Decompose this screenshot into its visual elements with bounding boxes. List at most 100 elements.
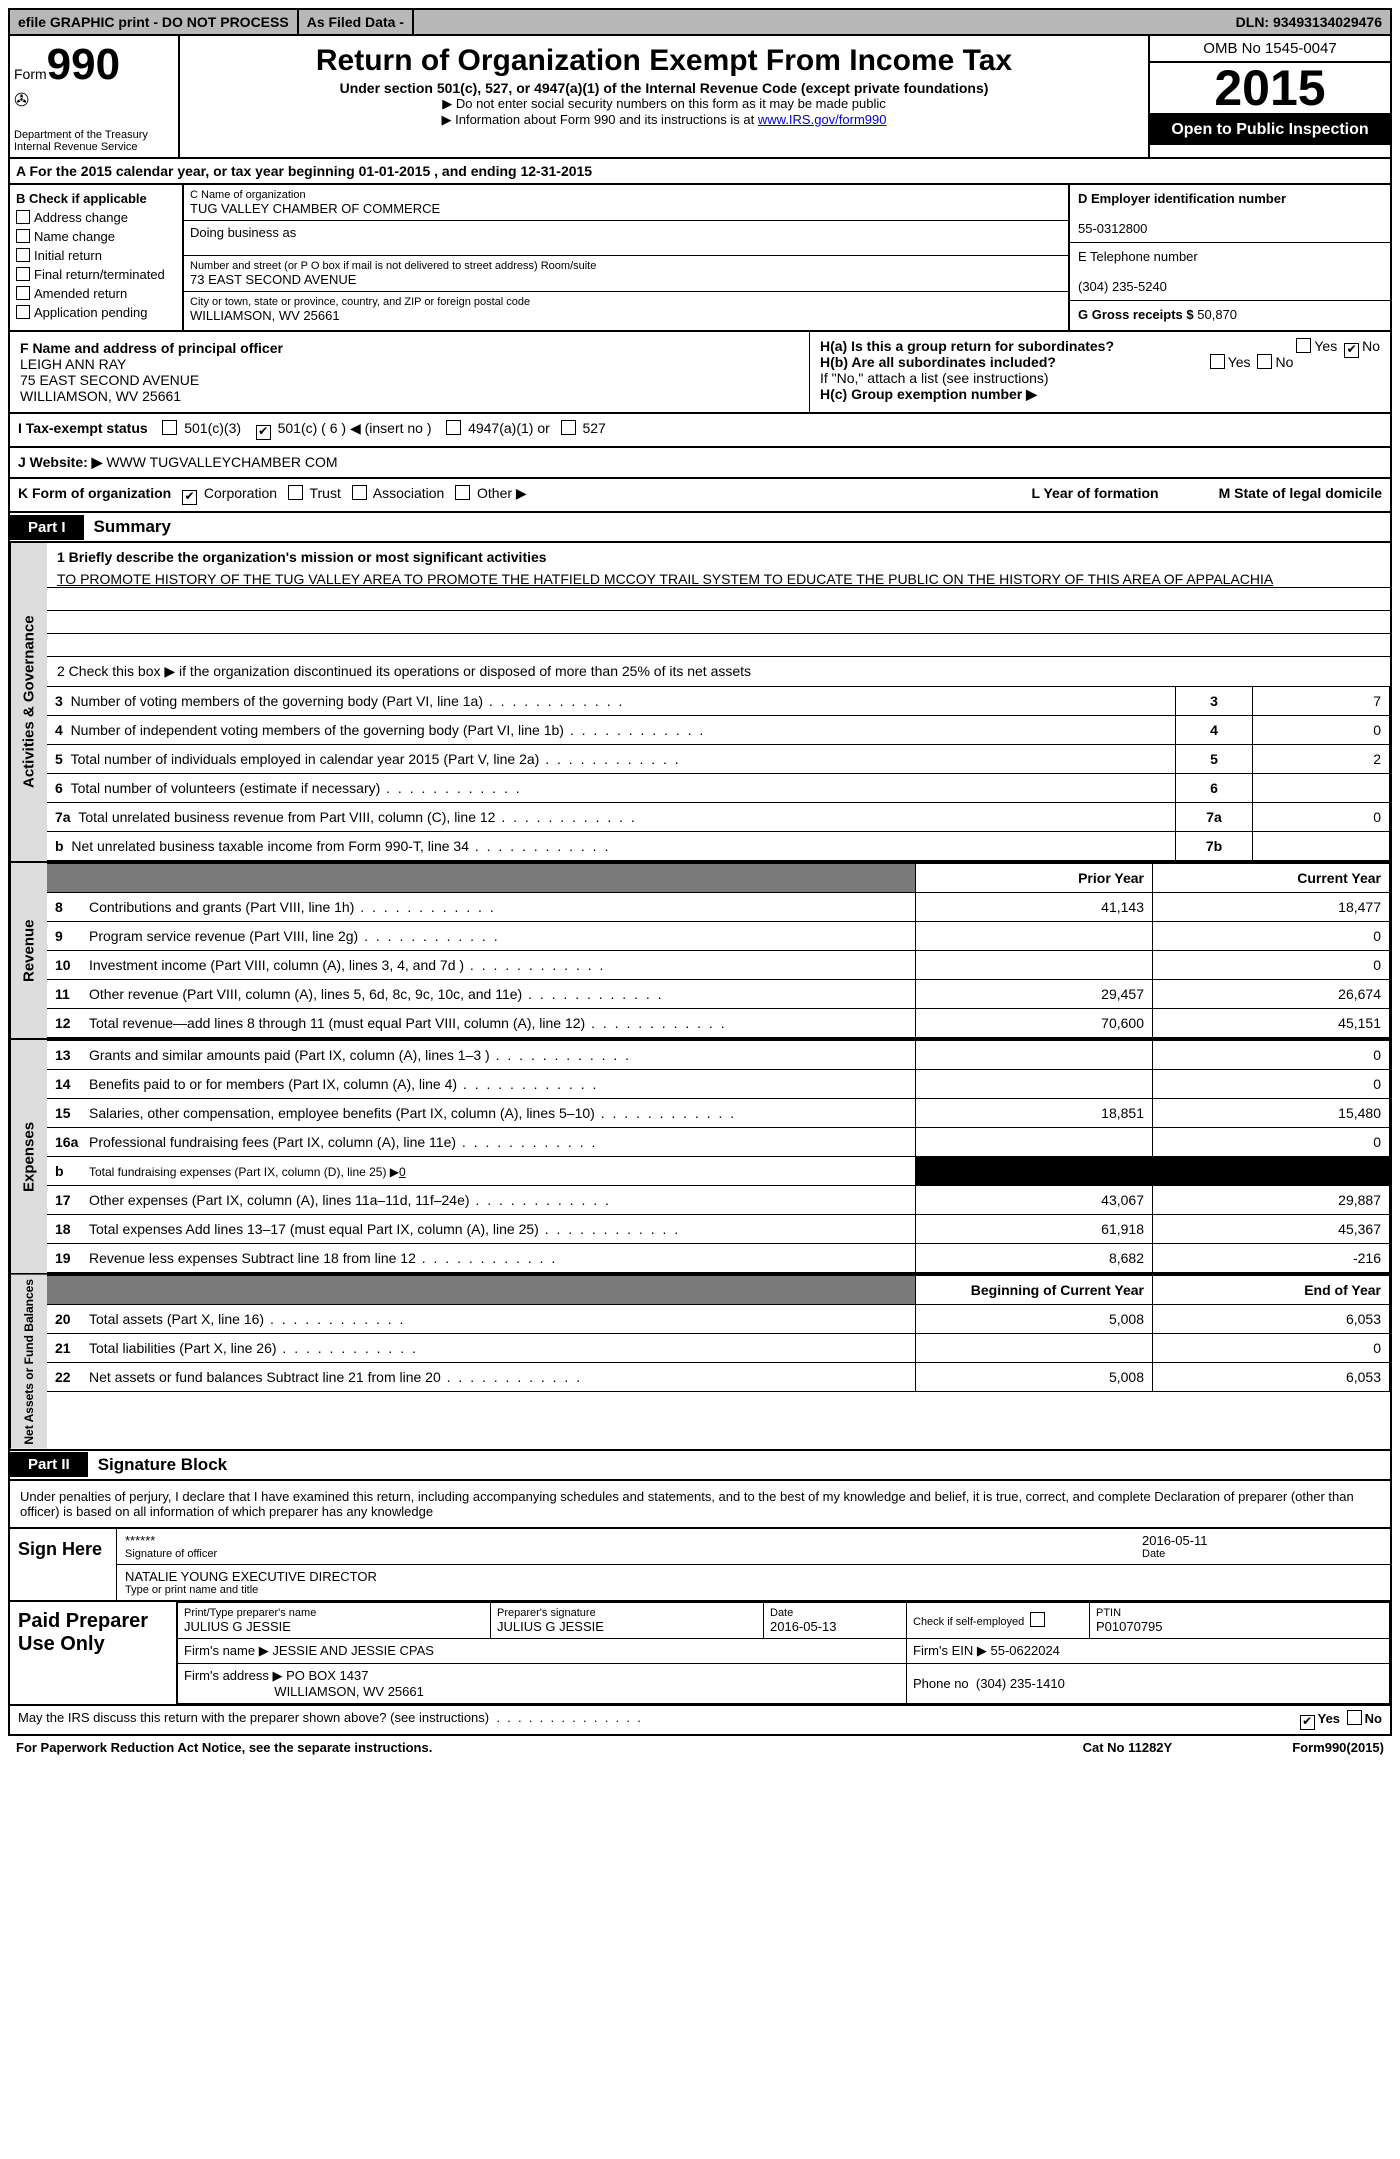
chk-pending[interactable]: Application pending xyxy=(16,305,176,320)
org-info-block: B Check if applicable Address change Nam… xyxy=(8,185,1392,332)
footer-row: For Paperwork Reduction Act Notice, see … xyxy=(8,1736,1392,1759)
ha-yes[interactable] xyxy=(1296,338,1311,353)
part1-tab: Part I xyxy=(10,515,84,540)
table-row: 7a Total unrelated business revenue from… xyxy=(47,803,1390,832)
k-corp[interactable] xyxy=(182,490,197,505)
sign-name: NATALIE YOUNG EXECUTIVE DIRECTOR xyxy=(125,1569,377,1584)
b-header: B Check if applicable xyxy=(16,191,147,206)
i-501c3[interactable] xyxy=(162,420,177,435)
hb-no[interactable] xyxy=(1257,354,1272,369)
prep-addr2: WILLIAMSON, WV 25661 xyxy=(274,1684,424,1699)
k-trust[interactable] xyxy=(288,485,303,500)
sign-date: 2016-05-11 xyxy=(1142,1533,1382,1548)
f-l3: WILLIAMSON, WV 25661 xyxy=(20,388,181,404)
f-l2: 75 EAST SECOND AVENUE xyxy=(20,372,199,388)
form-title: Return of Organization Exempt From Incom… xyxy=(188,44,1140,78)
k-state: M State of legal domicile xyxy=(1219,485,1382,501)
mission-blank3 xyxy=(47,634,1390,657)
table-row: 5 Total number of individuals employed i… xyxy=(47,745,1390,774)
prep-self-chk[interactable] xyxy=(1030,1612,1045,1627)
table-row: 14Benefits paid to or for members (Part … xyxy=(47,1070,1390,1099)
note2-pre: ▶ Information about Form 990 and its ins… xyxy=(442,112,758,127)
omb-number: OMB No 1545-0047 xyxy=(1150,36,1390,63)
c-street-lbl: Number and street (or P O box if mail is… xyxy=(190,260,1062,272)
h-block: H(a) Is this a group return for subordin… xyxy=(810,332,1390,412)
sign-stars: ****** xyxy=(125,1533,1142,1548)
d-gross: 50,870 xyxy=(1197,307,1237,322)
i-4947[interactable] xyxy=(446,420,461,435)
hc: H(c) Group exemption number ▶ xyxy=(820,386,1037,402)
part2-bar: Part II Signature Block xyxy=(8,1451,1392,1481)
hb-yes[interactable] xyxy=(1210,354,1225,369)
form-id-block: Form990 ✇ Department of the Treasury Int… xyxy=(10,36,180,157)
actgov-side: Activities & Governance xyxy=(10,543,47,861)
table-row: 21Total liabilities (Part X, line 26)0 xyxy=(47,1334,1390,1363)
c-name-lbl: C Name of organization xyxy=(190,189,1062,201)
k-assoc[interactable] xyxy=(352,485,367,500)
actgov-table: 3 Number of voting members of the govern… xyxy=(47,686,1390,861)
prep-self-lbl: Check if self-employed xyxy=(913,1616,1024,1628)
c-city: WILLIAMSON, WV 25661 xyxy=(190,308,1062,323)
officer-group-block: F Name and address of principal officer … xyxy=(8,332,1392,414)
discuss-row: May the IRS discuss this return with the… xyxy=(8,1706,1392,1736)
table-row: 18Total expenses Add lines 13–17 (must e… xyxy=(47,1215,1390,1244)
revenue-section: Revenue Prior Year Current Year 8Contrib… xyxy=(8,863,1392,1040)
chk-address[interactable]: Address change xyxy=(16,210,176,225)
dln-label: DLN: 93493134029476 xyxy=(1228,10,1390,34)
rowA-end: 12-31-2015 xyxy=(520,163,592,179)
discuss-no[interactable] xyxy=(1347,1710,1362,1725)
netassets-side: Net Assets or Fund Balances xyxy=(10,1275,47,1449)
discuss-yes[interactable] xyxy=(1300,1715,1315,1730)
mission-text: TO PROMOTE HISTORY OF THE TUG VALLEY ARE… xyxy=(47,571,1390,588)
rowA-begin: 01-01-2015 xyxy=(359,163,431,179)
rowA-mid: , and ending xyxy=(434,163,520,179)
q1: 1 Briefly describe the organization's mi… xyxy=(47,543,1390,571)
chk-initial[interactable]: Initial return xyxy=(16,248,176,263)
revenue-table: Prior Year Current Year 8Contributions a… xyxy=(47,863,1390,1038)
row-j: J Website: ▶ WWW TUGVALLEYCHAMBER COM xyxy=(8,448,1392,479)
agency-2: Internal Revenue Service xyxy=(14,141,174,153)
prep-firm: JESSIE AND JESSIE CPAS xyxy=(272,1643,434,1658)
prep-phone: (304) 235-1410 xyxy=(976,1676,1065,1691)
prep-name-lbl: Print/Type preparer's name xyxy=(184,1607,484,1619)
hb: H(b) Are all subordinates included? xyxy=(820,354,1056,370)
ha-no[interactable] xyxy=(1344,343,1359,358)
expenses-side: Expenses xyxy=(10,1040,47,1273)
i-501c[interactable] xyxy=(256,425,271,440)
activities-governance: Activities & Governance 1 Briefly descri… xyxy=(8,543,1392,863)
cat-no: Cat No 11282Y xyxy=(1083,1740,1173,1755)
asfiled-label: As Filed Data - xyxy=(299,10,414,34)
f-block: F Name and address of principal officer … xyxy=(10,332,810,412)
mission-blank1 xyxy=(47,588,1390,611)
irs-link[interactable]: www.IRS.gov/form990 xyxy=(758,112,887,127)
q2: 2 Check this box ▶ if the organization d… xyxy=(47,657,1390,686)
table-row: 20Total assets (Part X, line 16)5,0086,0… xyxy=(47,1305,1390,1334)
k-other[interactable] xyxy=(455,485,470,500)
sign-here-block: Sign Here ****** Signature of officer 20… xyxy=(8,1529,1392,1602)
d-tel: (304) 235-5240 xyxy=(1078,279,1167,294)
prep-addr: PO BOX 1437 xyxy=(286,1668,368,1683)
c-name: TUG VALLEY CHAMBER OF COMMERCE xyxy=(190,201,1062,216)
tax-year: 2015 xyxy=(1150,63,1390,115)
d-gross-lbl: G Gross receipts $ xyxy=(1078,307,1194,322)
table-row: b Net unrelated business taxable income … xyxy=(47,832,1390,861)
form-title-block: Return of Organization Exempt From Incom… xyxy=(180,36,1148,157)
row-k: K Form of organization Corporation Trust… xyxy=(8,479,1392,513)
h-note: If "No," attach a list (see instructions… xyxy=(820,370,1380,386)
table-row: 12Total revenue—add lines 8 through 11 (… xyxy=(47,1009,1390,1038)
chk-name[interactable]: Name change xyxy=(16,229,176,244)
table-row: 10Investment income (Part VIII, column (… xyxy=(47,951,1390,980)
chk-final[interactable]: Final return/terminated xyxy=(16,267,176,282)
table-row: 4 Number of independent voting members o… xyxy=(47,716,1390,745)
part1-title: Summary xyxy=(84,513,181,541)
form-subtitle: Under section 501(c), 527, or 4947(a)(1)… xyxy=(188,80,1140,96)
k-lbl: K Form of organization xyxy=(18,485,171,501)
i-527[interactable] xyxy=(561,420,576,435)
paperwork-text: For Paperwork Reduction Act Notice, see … xyxy=(16,1740,432,1755)
f-lbl: F Name and address of principal officer xyxy=(20,340,283,356)
table-row: 9Program service revenue (Part VIII, lin… xyxy=(47,922,1390,951)
hdr-prior: Prior Year xyxy=(916,864,1153,893)
chk-amended[interactable]: Amended return xyxy=(16,286,176,301)
form-word: Form xyxy=(14,66,47,82)
sign-date-lbl: Date xyxy=(1142,1548,1382,1560)
